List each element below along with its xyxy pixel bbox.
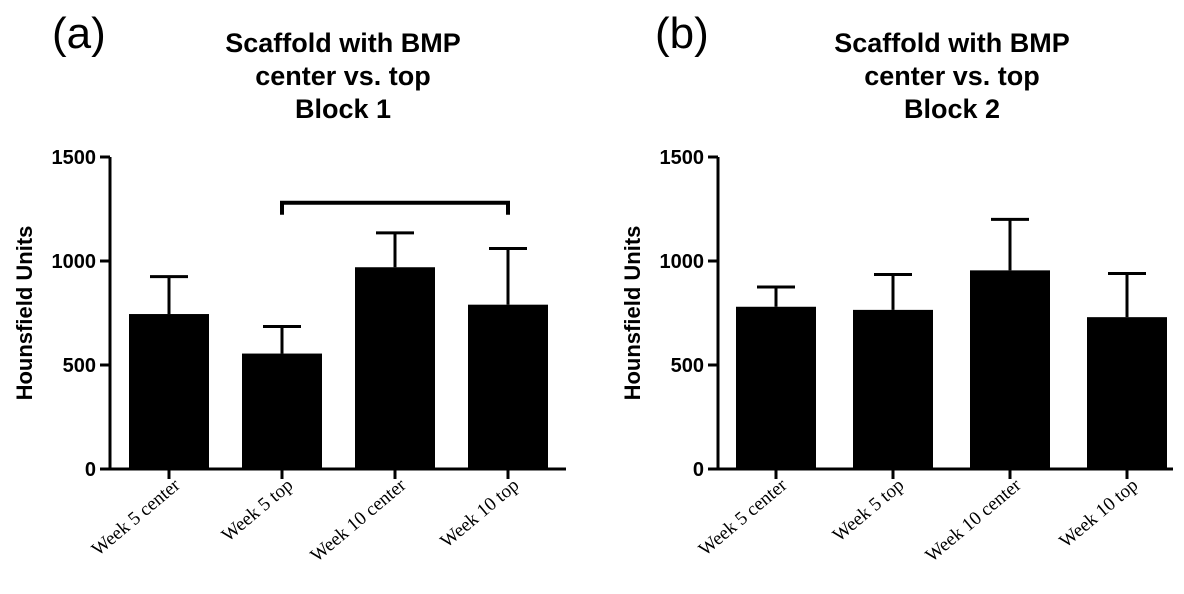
panel-a-x-tick-labels: Week 5 center Week 5 top Week 10 center Wee… — [88, 474, 523, 566]
panel-b-bar — [736, 306, 816, 469]
panel-b-y-tick-label: 1500 — [660, 147, 705, 169]
panel-b-title-line-1: Scaffold with BMP — [834, 28, 1070, 58]
panel-b-x-tick-label: Week 10 top — [1056, 475, 1143, 553]
panel-b-axes — [716, 157, 1173, 471]
panel-a-bar — [468, 304, 548, 469]
panel-a-y-tick-label: 1500 — [52, 147, 97, 169]
panel-a-error-bars — [150, 231, 527, 354]
panel-b-title-line-2: center vs. top — [864, 61, 1040, 91]
panel-a-annotations — [280, 200, 510, 215]
panel-b-bar — [1087, 317, 1167, 469]
panel-a-bar — [242, 353, 322, 469]
panel-a-y-ticks: 0 500 1000 1500 — [52, 147, 510, 481]
panel-a-title-line-2: center vs. top — [255, 61, 431, 91]
panel-b-x-tick-label: Week 5 center — [695, 474, 792, 560]
panel-a-y-axis-label: Hounsfield Units — [12, 226, 37, 401]
panel-b-bars — [736, 270, 1167, 469]
panel-a-y-tick-label: 500 — [63, 355, 96, 377]
panel-b-error-bars — [757, 217, 1146, 318]
panel-a-x-tick-label: Week 10 top — [437, 475, 524, 553]
panel-a-bars — [129, 267, 548, 469]
panel-a-bar — [355, 267, 435, 469]
panel-a-label: (a) — [52, 9, 106, 58]
panel-b-y-tick-label: 0 — [693, 459, 704, 481]
panel-a-bar — [129, 314, 209, 469]
panel-b-y-tick-label: 1000 — [660, 251, 705, 273]
panel-b-x-tick-label: Week 10 center — [922, 474, 1026, 566]
panel-b-bar — [853, 309, 933, 469]
panel-a-title-line-3: Block 1 — [295, 94, 391, 124]
panel-b-y-ticks: 0 500 1000 1500 — [660, 147, 1129, 481]
panel-b: (b) Scaffold with BMP center vs. top Blo… — [620, 9, 1173, 566]
panel-a-y-tick-label: 0 — [85, 459, 96, 481]
panel-a-y-tick-label: 1000 — [52, 251, 97, 273]
panel-b-x-tick-labels: Week 5 center Week 5 top Week 10 center Wee… — [695, 474, 1142, 566]
panel-a-axes — [108, 157, 566, 471]
panel-a: (a) Scaffold with BMP center vs. top Blo… — [12, 9, 566, 566]
panel-a-x-tick-label: Week 5 top — [218, 475, 297, 546]
panel-a-significance-bracket — [280, 200, 510, 215]
panel-b-label: (b) — [655, 9, 709, 58]
panel-a-title-line-1: Scaffold with BMP — [225, 28, 461, 58]
panel-b-x-tick-label: Week 5 top — [829, 475, 908, 546]
panel-b-y-axis-label: Hounsfield Units — [620, 226, 645, 401]
panel-a-x-tick-label: Week 5 center — [88, 474, 185, 560]
panel-b-title-line-3: Block 2 — [904, 94, 1000, 124]
panel-b-y-tick-label: 500 — [671, 355, 704, 377]
panel-a-x-tick-label: Week 10 center — [307, 474, 411, 566]
panel-b-bar — [970, 270, 1050, 469]
